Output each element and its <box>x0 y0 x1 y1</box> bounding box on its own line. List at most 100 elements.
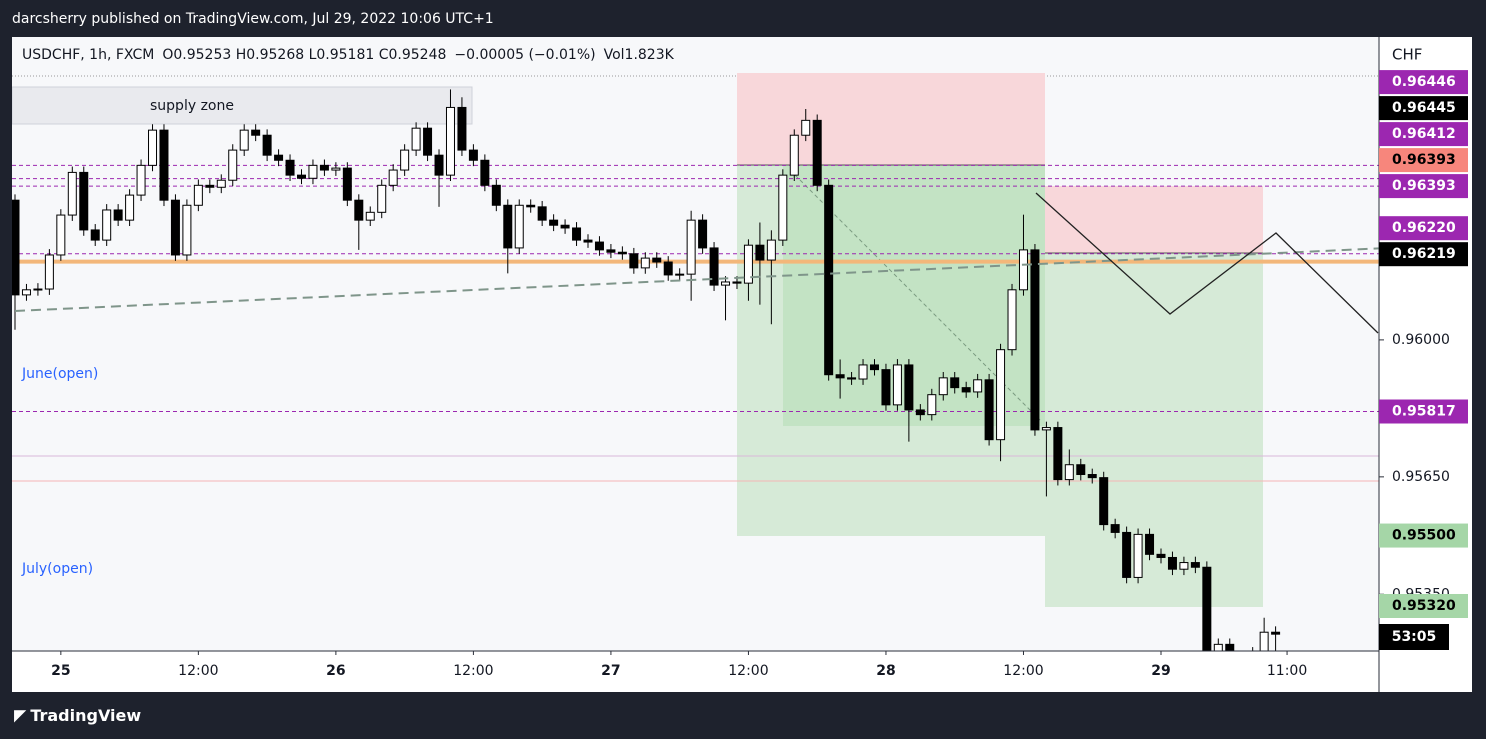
candle-body <box>629 253 639 269</box>
candle-body <box>468 149 478 161</box>
candle-body <box>858 364 868 380</box>
candle-body <box>1213 643 1223 651</box>
candle-body <box>262 134 272 156</box>
candle-body <box>927 394 937 416</box>
candle-body <box>56 214 66 256</box>
x-tick-label: 12:00 <box>453 663 493 679</box>
candle-body <box>835 374 845 379</box>
candle-body <box>537 206 547 221</box>
candle-body <box>1041 427 1051 431</box>
candle-body <box>503 204 513 249</box>
candle-body <box>572 227 582 241</box>
candle-body <box>549 219 559 226</box>
candle-body <box>1030 249 1040 431</box>
candle-body <box>686 219 696 275</box>
candle-body <box>12 199 20 296</box>
candle-body <box>21 289 31 296</box>
candle-body <box>904 364 914 411</box>
brand-name: TradingView <box>30 706 141 725</box>
candle-body <box>457 106 467 151</box>
candle-body <box>67 171 77 216</box>
price-label: 0.95500 <box>1392 528 1456 544</box>
price-label: 0.96220 <box>1392 220 1456 236</box>
candle-body <box>870 364 879 371</box>
price-label-bg <box>1379 148 1468 173</box>
candle-body <box>377 184 387 213</box>
candle-body <box>1259 631 1269 651</box>
legend-volume: Vol1.823K <box>604 47 675 63</box>
candle-body <box>663 261 673 276</box>
candle-body <box>1271 631 1281 635</box>
price-label-bg <box>1379 174 1468 199</box>
candle-body <box>445 106 455 176</box>
x-tick-label: 26 <box>326 663 345 679</box>
x-tick-label: 12:00 <box>728 663 768 679</box>
candle-body <box>193 184 203 206</box>
candle-body <box>423 127 433 156</box>
currency: CHF <box>1392 46 1422 64</box>
candle-body <box>205 184 215 188</box>
candle-body <box>1087 474 1097 479</box>
candle-body <box>1167 556 1177 570</box>
target-zone-inner <box>783 165 1045 426</box>
candle-body <box>1156 553 1166 558</box>
candle-body <box>1133 533 1143 578</box>
candle-body <box>365 211 375 221</box>
candle-body <box>892 364 902 406</box>
candle-body <box>526 204 536 208</box>
candle-body <box>1190 562 1200 568</box>
countdown: 53:05 <box>1392 629 1437 645</box>
candle-body <box>216 179 226 188</box>
annotation: June(open) <box>21 366 98 382</box>
x-tick-label: 29 <box>1151 663 1170 679</box>
candle-body <box>1099 477 1109 526</box>
price-label-bg <box>1379 399 1468 424</box>
candle-body <box>801 119 811 136</box>
candle-body <box>1202 566 1212 651</box>
candle-body <box>950 377 960 389</box>
candle-body <box>148 129 158 166</box>
candle-body <box>1110 524 1120 533</box>
candle-body <box>594 241 604 251</box>
price-label-bg <box>1379 242 1468 267</box>
candle-body <box>297 174 306 179</box>
candle-body <box>732 281 742 284</box>
candle-body <box>125 194 135 221</box>
candle-body <box>640 257 650 269</box>
candle-body <box>915 409 925 416</box>
candle-body <box>331 167 341 171</box>
candle-body <box>560 224 570 229</box>
candle-body <box>652 257 662 263</box>
candle-body <box>881 369 891 406</box>
stop-zone-2 <box>1045 186 1263 253</box>
annotation: supply zone <box>150 98 234 114</box>
candle-body <box>102 209 112 241</box>
candle-body <box>1179 562 1189 570</box>
overlays <box>14 192 1379 334</box>
candle-body <box>182 204 192 256</box>
countdown-bg <box>1379 624 1449 650</box>
price-label: 0.96219 <box>1392 246 1456 262</box>
candle-body <box>1076 464 1086 476</box>
y-tick-label: 0.95650 <box>1392 469 1450 485</box>
candle-body <box>847 377 857 380</box>
legend: USDCHF, 1h, FXCM O0.95253 H0.95268 L0.951… <box>22 47 675 63</box>
price-label-bg <box>1379 523 1468 548</box>
x-tick-label: 28 <box>876 663 895 679</box>
candle-body <box>33 288 43 291</box>
candle-body <box>251 129 261 136</box>
candle-body <box>1018 249 1028 291</box>
candle-body <box>583 239 593 243</box>
legend-symbol: USDCHF, 1h, FXCM <box>22 47 154 63</box>
candle-body <box>721 281 731 286</box>
candle-body <box>113 209 123 221</box>
brand: ◤ TradingView <box>14 706 141 725</box>
price-label: 0.95817 <box>1392 404 1456 420</box>
candle-body <box>491 184 501 206</box>
trendline <box>14 247 1379 312</box>
x-tick-label: 12:00 <box>1003 663 1043 679</box>
candle-body <box>961 387 971 393</box>
price-label: 0.96393 <box>1392 152 1456 168</box>
